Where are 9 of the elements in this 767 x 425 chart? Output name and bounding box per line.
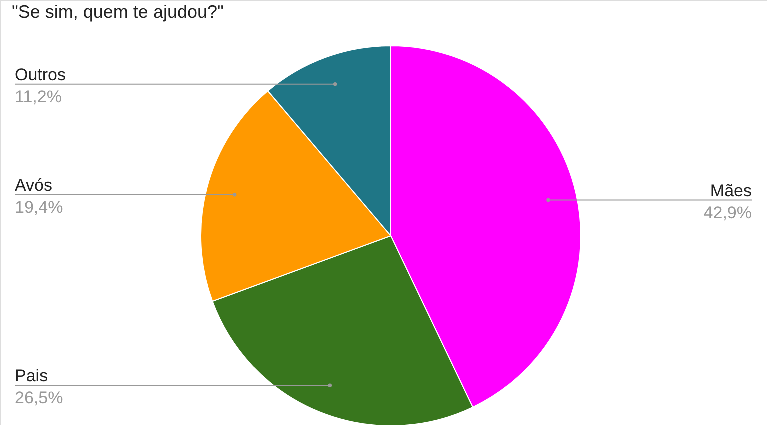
slice-label: Outros xyxy=(15,65,66,84)
data-label: 11,2% xyxy=(15,87,62,106)
data-label: 42,9% xyxy=(704,203,752,222)
slice-label: Avós xyxy=(15,176,52,195)
chart-title: "Se sim, quem te ajudou?" xyxy=(12,2,224,22)
data-label: 26,5% xyxy=(15,388,64,408)
slice-label: Pais xyxy=(15,366,48,386)
slice-label: Mães xyxy=(710,181,752,200)
data-label: 19,4% xyxy=(15,198,64,217)
